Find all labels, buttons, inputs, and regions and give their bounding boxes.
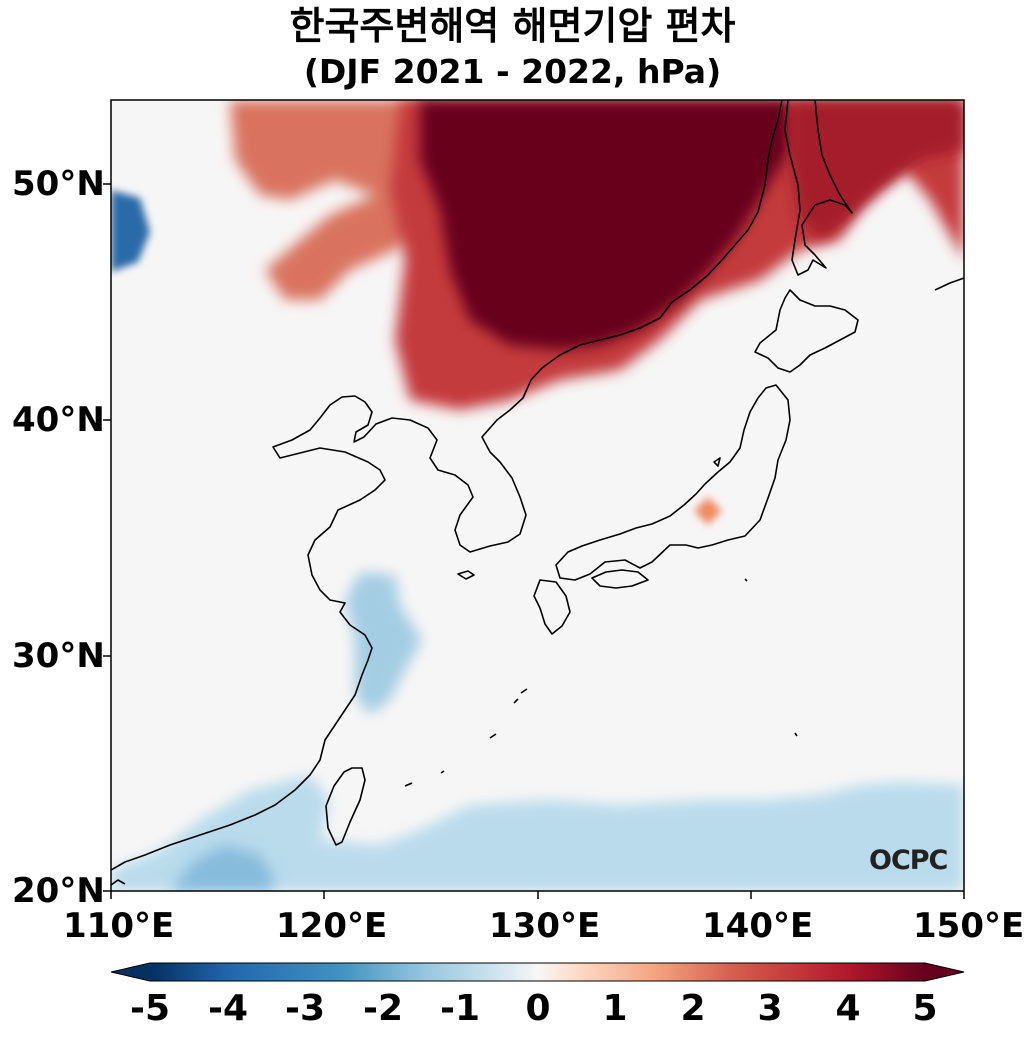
colorbar-tick-label: -1 bbox=[440, 988, 480, 1029]
y-tick-label: 40°N bbox=[12, 400, 105, 440]
ocpc-logo: OCPC bbox=[869, 845, 948, 876]
colorbar-tick-label: -5 bbox=[130, 988, 170, 1029]
x-tick-label: 120°E bbox=[276, 906, 388, 946]
coastline-hokkaido bbox=[754, 289, 859, 373]
y-tick-label: 50°N bbox=[12, 164, 105, 204]
y-tick-label: 20°N bbox=[12, 871, 105, 911]
colorbar-tick-label: 0 bbox=[525, 988, 551, 1029]
east-china-sea-low-patch bbox=[345, 572, 422, 715]
x-tick-label: 150°E bbox=[913, 906, 1025, 946]
coastline-kamchatka bbox=[934, 277, 964, 291]
coastline-sado bbox=[713, 457, 721, 467]
honshu-high-patch bbox=[694, 497, 722, 525]
coastlines bbox=[111, 100, 964, 886]
colorbar-tick-label: -3 bbox=[285, 988, 325, 1029]
colorbar bbox=[110, 962, 965, 982]
coastline-china-korea-russia bbox=[111, 100, 783, 871]
map-subtitle: (DJF 2021 - 2022, hPa) bbox=[303, 52, 722, 91]
colorbar-tick-label: 5 bbox=[912, 988, 938, 1029]
colorbar-tick-label: 3 bbox=[757, 988, 783, 1029]
colorbar-tick-label: 1 bbox=[602, 988, 628, 1029]
coastline-shikoku bbox=[591, 569, 649, 589]
coastline-hainan-edge bbox=[111, 879, 126, 886]
coastline-jeju bbox=[457, 570, 475, 580]
coastline-honshu bbox=[555, 384, 791, 581]
x-tick-label: 130°E bbox=[489, 906, 601, 946]
south-china-low-core bbox=[170, 845, 275, 891]
positive-anomaly-field bbox=[230, 100, 964, 525]
coastline-sakhalin bbox=[784, 100, 853, 276]
negative-anomaly-field bbox=[111, 190, 964, 891]
kamchatka-high-patch bbox=[790, 100, 964, 240]
y-tick-label: 30°N bbox=[12, 636, 105, 676]
colorbar-over-arrow bbox=[925, 963, 964, 981]
colorbar-tick-label: 2 bbox=[680, 988, 706, 1029]
subtropical-low-patch bbox=[111, 775, 964, 891]
x-tick-label: 110°E bbox=[63, 906, 175, 946]
colorbar-tick-label: 4 bbox=[835, 988, 861, 1029]
colorbar-tick-label: -2 bbox=[363, 988, 403, 1029]
coastline-ryukyu bbox=[404, 578, 798, 787]
central-asia-low-patch bbox=[111, 190, 150, 272]
colorbar-gradient bbox=[150, 963, 925, 981]
coastline-taiwan bbox=[325, 767, 366, 846]
mongolia-high-patch bbox=[230, 100, 430, 300]
colorbar-tick-label: -4 bbox=[208, 988, 248, 1029]
map-title: 한국주변해역 해면기압 편차 bbox=[289, 4, 736, 48]
x-tick-label: 140°E bbox=[702, 906, 814, 946]
axis-ticks bbox=[103, 183, 965, 899]
northeast-high-core bbox=[420, 100, 790, 350]
colorbar-under-arrow bbox=[111, 963, 150, 981]
colorbar-outline bbox=[110, 962, 965, 982]
coastline-kyushu bbox=[533, 579, 571, 635]
